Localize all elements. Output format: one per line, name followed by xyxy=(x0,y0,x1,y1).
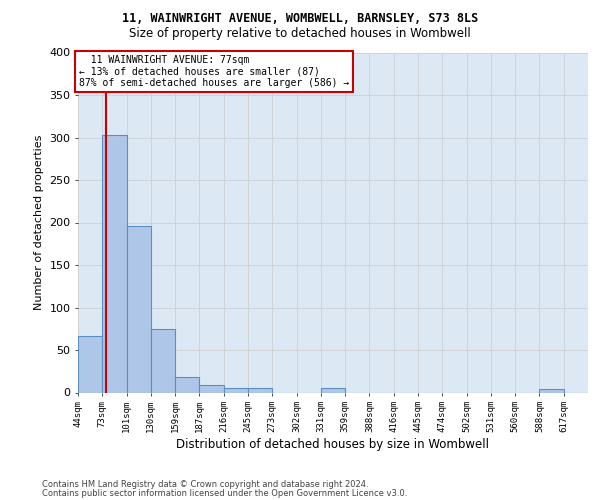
X-axis label: Distribution of detached houses by size in Wombwell: Distribution of detached houses by size … xyxy=(176,438,490,451)
Bar xyxy=(175,377,199,392)
Text: Contains HM Land Registry data © Crown copyright and database right 2024.: Contains HM Land Registry data © Crown c… xyxy=(42,480,368,489)
Text: 11, WAINWRIGHT AVENUE, WOMBWELL, BARNSLEY, S73 8LS: 11, WAINWRIGHT AVENUE, WOMBWELL, BARNSLE… xyxy=(122,12,478,26)
Bar xyxy=(539,389,564,392)
Text: 11 WAINWRIGHT AVENUE: 77sqm
← 13% of detached houses are smaller (87)
87% of sem: 11 WAINWRIGHT AVENUE: 77sqm ← 13% of det… xyxy=(79,55,349,88)
Bar xyxy=(151,329,175,392)
Bar xyxy=(321,388,345,392)
Bar xyxy=(199,385,224,392)
Text: Contains public sector information licensed under the Open Government Licence v3: Contains public sector information licen… xyxy=(42,488,407,498)
Bar xyxy=(102,135,127,392)
Bar xyxy=(127,226,151,392)
Bar xyxy=(78,336,102,392)
Text: Size of property relative to detached houses in Wombwell: Size of property relative to detached ho… xyxy=(129,28,471,40)
Bar xyxy=(248,388,272,392)
Y-axis label: Number of detached properties: Number of detached properties xyxy=(34,135,44,310)
Bar xyxy=(224,388,248,392)
